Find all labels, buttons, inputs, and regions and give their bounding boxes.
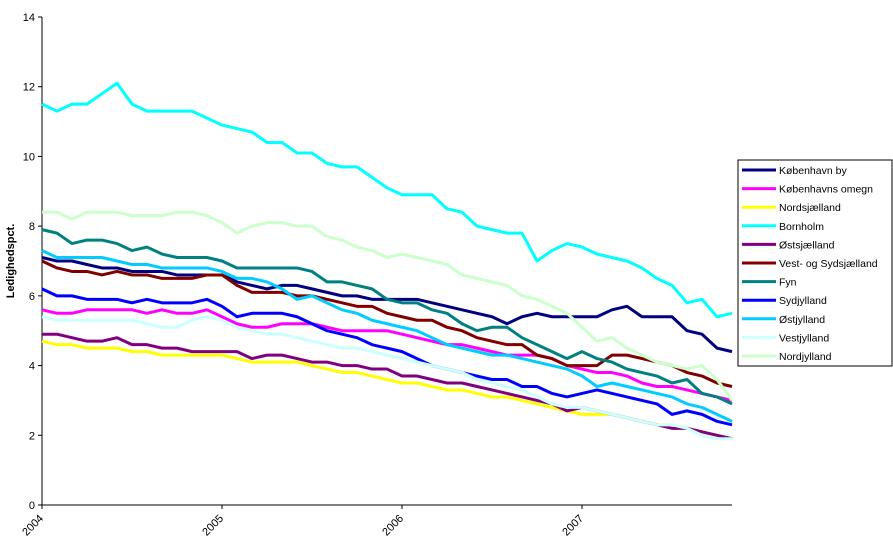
y-tick-label: 0 [29, 500, 35, 512]
series-line [41, 256, 733, 354]
legend-label: Københavns omegn [779, 184, 873, 196]
legend-label: København by [779, 165, 847, 177]
legend-label: Vestjylland [779, 332, 829, 344]
y-tick-label: 8 [29, 221, 35, 233]
x-tick-label: 2007 [560, 513, 586, 539]
series-line [41, 228, 733, 406]
legend-label: Nordsjælland [779, 202, 841, 214]
y-tick-label: 10 [23, 151, 35, 163]
legend-label: Sydjylland [779, 295, 827, 307]
legend-label: Nordjylland [779, 351, 832, 363]
y-tick-label: 14 [23, 12, 35, 24]
y-tick-label: 4 [29, 361, 35, 373]
series-line [41, 315, 732, 441]
legend-label: Fyn [779, 277, 797, 289]
x-tick-label: 2004 [20, 513, 46, 539]
series-line [41, 249, 733, 423]
series-line [41, 287, 733, 427]
x-tick-label: 2006 [380, 513, 406, 539]
legend-label: Østjylland [779, 314, 825, 326]
legend-label: Vest- og Sydsjælland [779, 258, 878, 270]
y-tick-label: 12 [23, 82, 35, 94]
series-line [41, 259, 733, 388]
y-tick-label: 6 [29, 291, 35, 303]
legend-label: Bornholm [779, 221, 824, 233]
series-line [41, 308, 733, 402]
x-tick-label: 2005 [200, 513, 226, 539]
y-axis-label: Ledighedspct. [5, 224, 17, 299]
series-line [41, 81, 733, 319]
legend-label: Østsjælland [779, 239, 835, 251]
series-line [42, 210, 734, 402]
y-tick-label: 2 [29, 430, 35, 442]
